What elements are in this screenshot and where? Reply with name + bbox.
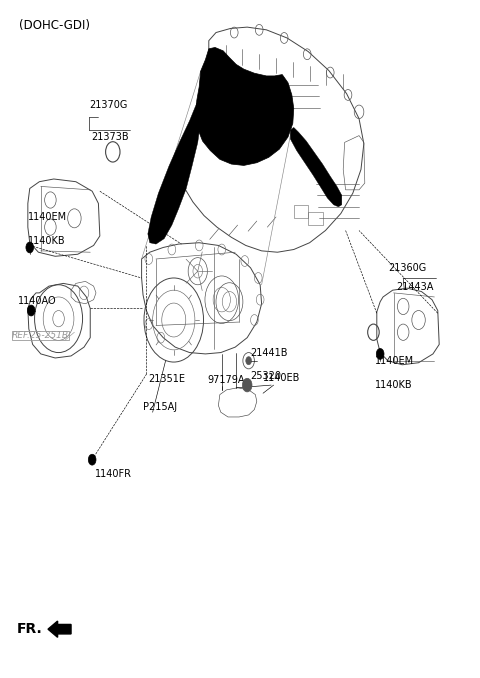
Text: 1140EM: 1140EM [28,212,67,222]
Text: 21443A: 21443A [396,281,433,292]
Text: FR.: FR. [17,622,43,636]
Polygon shape [290,127,342,207]
Polygon shape [196,47,294,165]
Polygon shape [148,103,201,244]
Circle shape [246,357,252,365]
Text: 1140FR: 1140FR [95,469,132,479]
Bar [308,212,323,225]
Text: 21351E: 21351E [148,374,185,384]
Bar [294,205,308,218]
Text: P215AJ: P215AJ [143,402,177,412]
Circle shape [27,305,35,316]
Text: 25320: 25320 [251,371,282,381]
Text: 21370G: 21370G [89,100,127,110]
Text: REF.25-251B: REF.25-251B [12,332,69,340]
Text: 21373B: 21373B [91,132,129,142]
Text: 1140KB: 1140KB [28,236,65,246]
Text: (DOHC-GDI): (DOHC-GDI) [19,18,90,32]
Text: 97179A: 97179A [207,375,245,385]
Text: 1140EB: 1140EB [263,373,300,383]
Circle shape [376,348,384,359]
Text: 1140KB: 1140KB [375,380,413,390]
FancyArrow shape [48,621,71,637]
Circle shape [26,242,34,253]
Text: 21441B: 21441B [251,348,288,358]
Text: 1140EM: 1140EM [375,356,415,366]
Text: 1140AO: 1140AO [18,296,57,306]
Circle shape [88,454,96,465]
Circle shape [242,378,252,392]
Text: 21360G: 21360G [388,262,426,273]
